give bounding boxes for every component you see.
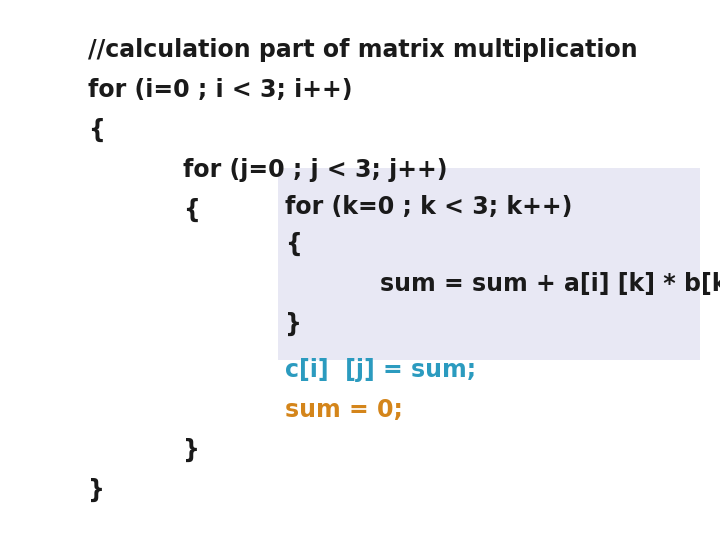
- Text: {: {: [285, 232, 302, 256]
- Text: {: {: [88, 118, 104, 142]
- Text: for (i=0 ; i < 3; i++): for (i=0 ; i < 3; i++): [88, 78, 353, 102]
- Text: sum = 0;: sum = 0;: [285, 398, 403, 422]
- Text: }: }: [183, 438, 200, 462]
- Text: {: {: [183, 198, 199, 222]
- Text: for (k=0 ; k < 3; k++): for (k=0 ; k < 3; k++): [285, 195, 572, 219]
- Text: sum = sum + a[i] [k] * b[k] [j]: sum = sum + a[i] [k] * b[k] [j]: [380, 272, 720, 296]
- Text: c[i]  [j] = sum;: c[i] [j] = sum;: [285, 358, 476, 382]
- Text: for (j=0 ; j < 3; j++): for (j=0 ; j < 3; j++): [183, 158, 448, 182]
- Text: }: }: [285, 312, 302, 336]
- Bar: [278, 168, 700, 360]
- Text: //calculation part of matrix multiplication: //calculation part of matrix multiplicat…: [88, 38, 638, 62]
- Text: }: }: [88, 478, 105, 502]
